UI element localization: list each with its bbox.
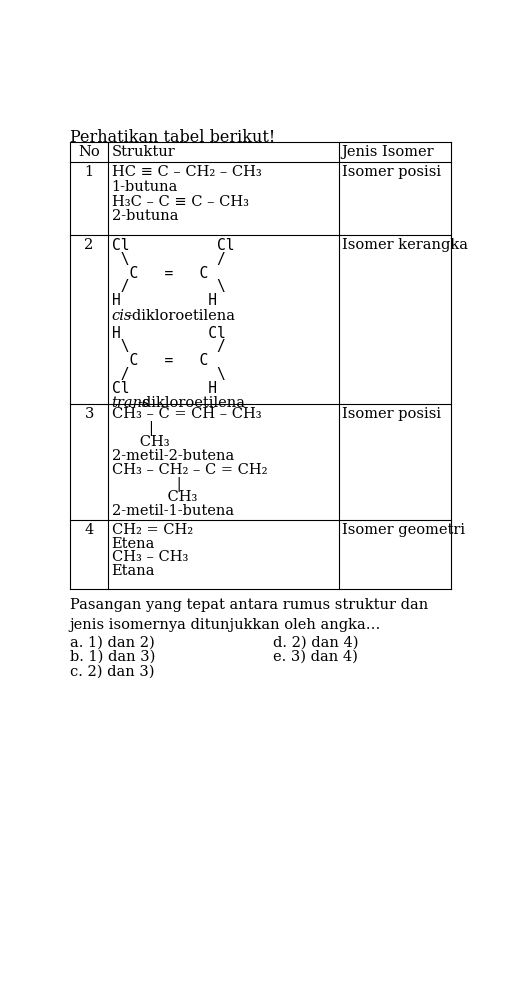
Text: /          \: / \ — [112, 367, 226, 383]
Text: a. 1) dan 2): a. 1) dan 2) — [70, 635, 154, 649]
Text: Isomer posisi: Isomer posisi — [342, 165, 441, 180]
Text: 2-metil-2-butena: 2-metil-2-butena — [112, 449, 234, 463]
Text: CH₃: CH₃ — [112, 435, 169, 449]
Text: CH₃: CH₃ — [112, 490, 197, 504]
Text: C   =   C: C = C — [112, 353, 208, 369]
Text: trans: trans — [112, 397, 150, 411]
Text: Isomer kerangka: Isomer kerangka — [342, 238, 468, 251]
Text: Jenis Isomer: Jenis Isomer — [342, 145, 434, 159]
Text: C   =   C: C = C — [112, 265, 208, 280]
Text: -dikloroetilena: -dikloroetilena — [127, 309, 235, 323]
Text: \          /: \ / — [112, 340, 226, 355]
Text: No: No — [78, 145, 100, 159]
Text: -dikloroetilena: -dikloroetilena — [137, 397, 245, 411]
Text: CH₃ – C = CH – CH₃: CH₃ – C = CH – CH₃ — [112, 408, 261, 421]
Text: 2-butuna: 2-butuna — [112, 210, 178, 224]
Text: Perhatikan tabel berikut!: Perhatikan tabel berikut! — [70, 128, 275, 145]
Text: 2: 2 — [84, 238, 93, 251]
Text: d. 2) dan 4): d. 2) dan 4) — [273, 635, 358, 649]
Text: /          \: / \ — [112, 279, 226, 294]
Text: 3: 3 — [84, 408, 94, 421]
Text: H          H: H H — [112, 293, 216, 308]
Text: Etena: Etena — [112, 537, 155, 551]
Text: Pasangan yang tepat antara rumus struktur dan
jenis isomernya ditunjukkan oleh a: Pasangan yang tepat antara rumus struktu… — [70, 598, 428, 632]
Text: H          Cl: H Cl — [112, 326, 226, 341]
Text: Etana: Etana — [112, 565, 155, 579]
Text: 2-metil-1-butena: 2-metil-1-butena — [112, 504, 234, 518]
Text: 1-butuna: 1-butuna — [112, 180, 178, 194]
Text: 4: 4 — [84, 523, 93, 537]
Text: CH₃ – CH₃: CH₃ – CH₃ — [112, 551, 188, 565]
Text: Cl         H: Cl H — [112, 381, 216, 396]
Text: c. 2) dan 3): c. 2) dan 3) — [70, 664, 154, 679]
Text: H₃C – C ≡ C – CH₃: H₃C – C ≡ C – CH₃ — [112, 195, 248, 209]
Text: Isomer geometri: Isomer geometri — [342, 523, 465, 537]
Text: Struktur: Struktur — [112, 145, 175, 159]
Text: b. 1) dan 3): b. 1) dan 3) — [70, 650, 155, 664]
Text: 1: 1 — [84, 165, 93, 180]
Text: HC ≡ C – CH₂ – CH₃: HC ≡ C – CH₂ – CH₃ — [112, 165, 261, 180]
Text: Isomer posisi: Isomer posisi — [342, 408, 441, 421]
Text: CH₃ – CH₂ – C = CH₂: CH₃ – CH₂ – C = CH₂ — [112, 462, 267, 477]
Text: |: | — [112, 421, 153, 436]
Text: cis: cis — [112, 309, 132, 323]
Text: Cl          Cl: Cl Cl — [112, 238, 234, 252]
Text: e. 3) dan 4): e. 3) dan 4) — [273, 650, 358, 664]
Text: |: | — [112, 476, 181, 492]
Text: \          /: \ / — [112, 251, 226, 266]
Text: CH₂ = CH₂: CH₂ = CH₂ — [112, 523, 193, 537]
